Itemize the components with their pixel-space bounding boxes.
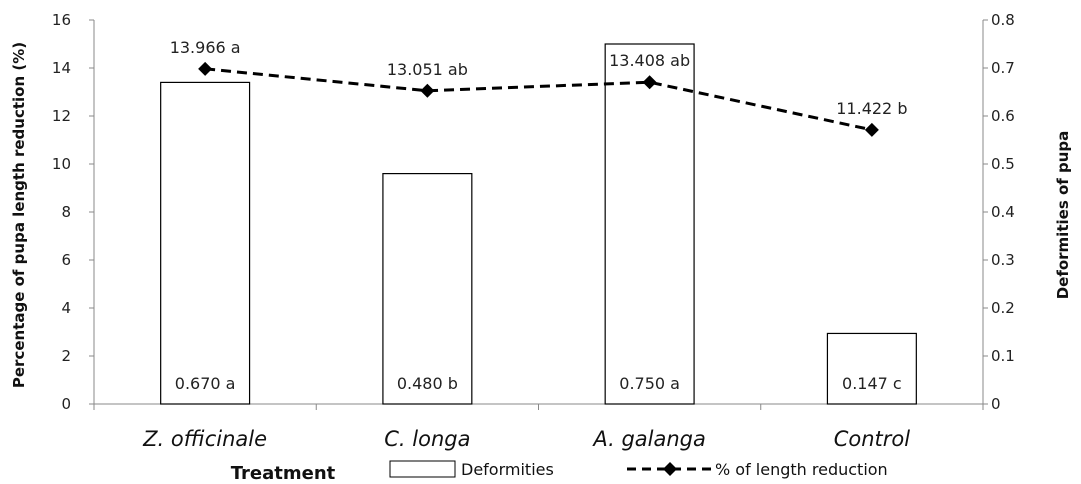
y-right-tick-label: 0.1 [991,347,1015,365]
y-left-tick-label: 12 [52,107,71,125]
y-left-tick-label: 6 [61,251,71,269]
legend-label-deformities: Deformities [461,460,554,479]
y-left-tick-label: 10 [52,155,71,173]
x-category-label: Z. officinale [142,427,267,451]
y-axis-left-title: Percentage of pupa length reduction (%) [10,42,28,388]
bar-data-label: 0.147 c [842,374,902,393]
line-layer [198,61,879,137]
legend-swatch-marker [663,462,677,476]
y-left-tick-label: 0 [61,395,71,413]
labels-layer: 0.670 a 0.480 b 0.750 a 0.147 c 13.966 a 13.0… [170,38,908,393]
y-left-tick-label: 4 [61,299,71,317]
y-right-tick-label: 0.4 [991,203,1015,221]
line-data-label: 13.966 a [170,38,241,57]
y-left-tick-label: 2 [61,347,71,365]
legend-swatch-deformities [389,460,456,478]
line-point-marker [864,122,879,137]
y-right-tick-label: 0.3 [991,251,1015,269]
line-point-marker [198,61,213,76]
legend-label-length-reduction: % of length reduction [715,460,888,479]
y-right-tick-label: 0.5 [991,155,1015,173]
y-left-tick-label: 16 [52,11,71,29]
y-right-tick-label: 0.8 [991,11,1015,29]
x-category-label: Control [834,427,911,451]
y-left-tick-label: 8 [61,203,71,221]
legend: Deformities % of length reduction [389,460,888,479]
bar-deformities [826,332,917,405]
line-data-label: 13.051 ab [387,60,468,79]
bar-deformities [160,81,251,405]
bar-deformities [604,43,695,405]
x-category-label: C. longa [384,427,470,451]
bar-data-label: 0.670 a [175,374,236,393]
y-left-tick-label: 14 [52,59,71,77]
bar-deformities [382,173,473,405]
axes-layer: 0 2 4 6 8 10 12 14 16 0 0.1 0.2 0.3 0.4 0.5 0.6 0.7 0.8 Z.… [52,11,1015,451]
x-category-label: A. galanga [591,427,706,451]
line-point-marker [642,75,657,90]
y-right-tick-label: 0.7 [991,59,1015,77]
line-length-reduction [204,67,873,132]
x-axis-title: Treatment [231,463,336,484]
bar-data-label: 0.750 a [619,374,680,393]
bar-data-label: 0.480 b [397,374,458,393]
y-axis-right-title: Deformities of pupa [1054,131,1072,300]
y-right-tick-label: 0.2 [991,299,1015,317]
line-data-label: 13.408 ab [609,51,690,70]
y-right-tick-label: 0 [991,395,1001,413]
y-right-tick-label: 0.6 [991,107,1015,125]
line-point-marker [420,83,435,98]
line-data-label: 11.422 b [836,99,907,118]
bars-layer [160,43,917,405]
